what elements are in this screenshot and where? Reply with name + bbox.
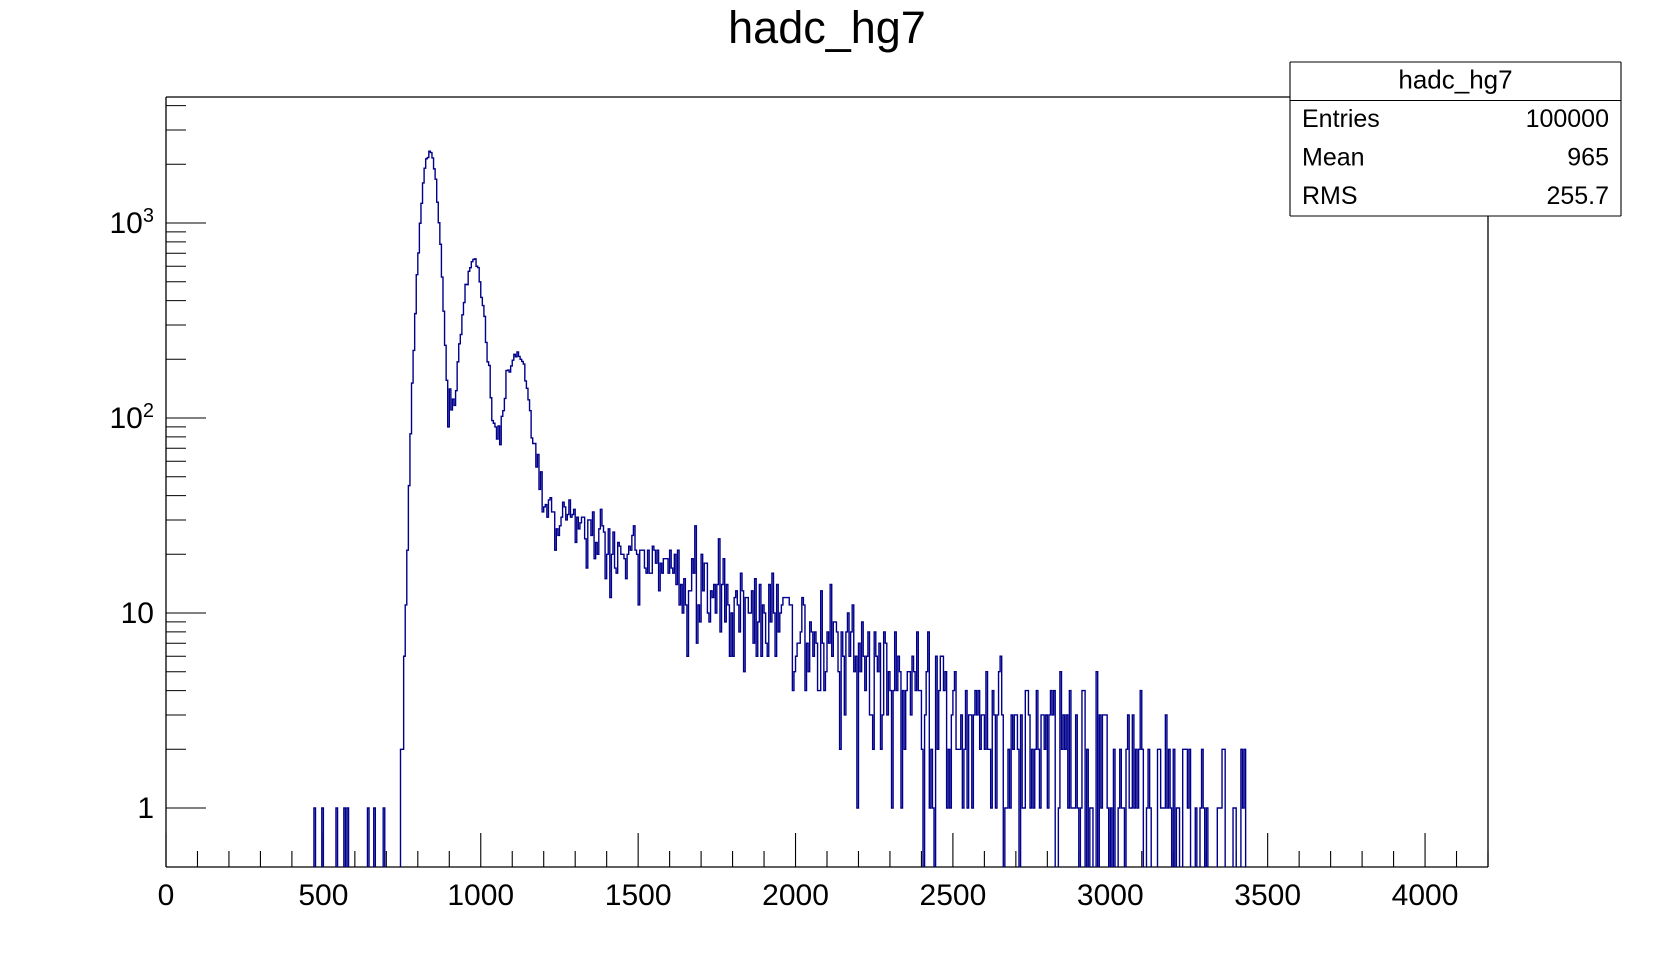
svg-text:0: 0 (158, 879, 175, 912)
svg-text:103: 103 (110, 205, 155, 240)
svg-text:1: 1 (137, 792, 154, 825)
svg-text:4000: 4000 (1392, 879, 1459, 912)
svg-text:RMS: RMS (1302, 182, 1358, 210)
svg-text:Entries: Entries (1302, 105, 1380, 133)
svg-text:3000: 3000 (1077, 879, 1144, 912)
svg-text:965: 965 (1567, 144, 1609, 172)
svg-text:10: 10 (121, 597, 154, 630)
svg-text:100000: 100000 (1526, 105, 1609, 133)
svg-text:500: 500 (298, 879, 348, 912)
svg-text:Mean: Mean (1302, 144, 1365, 172)
svg-text:2500: 2500 (920, 879, 987, 912)
svg-text:102: 102 (110, 400, 155, 435)
svg-text:255.7: 255.7 (1546, 182, 1609, 210)
svg-text:hadc_hg7: hadc_hg7 (1398, 65, 1512, 95)
svg-text:2000: 2000 (762, 879, 829, 912)
svg-text:3500: 3500 (1234, 879, 1301, 912)
svg-text:1000: 1000 (447, 879, 514, 912)
svg-text:1500: 1500 (605, 879, 672, 912)
